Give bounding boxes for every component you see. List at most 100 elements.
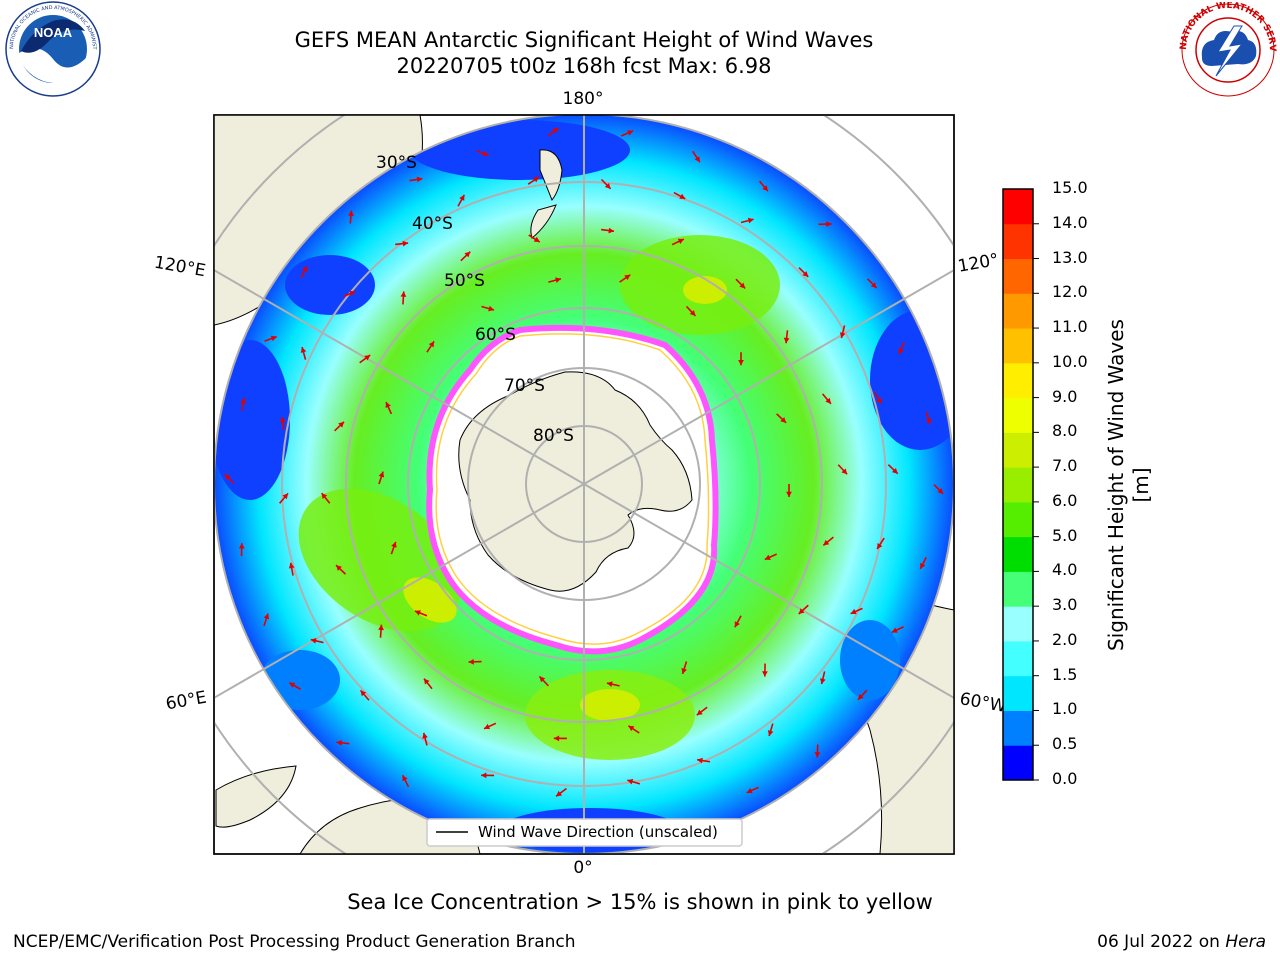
wind-wave-arrowhead: [378, 624, 384, 631]
colorbar-tick-label: 15.0: [1052, 178, 1088, 197]
lat-label-50s: 50°S: [444, 271, 485, 291]
colorbar-frame: [1002, 188, 1034, 781]
wind-wave-arrowhead: [739, 282, 746, 289]
madagascar-land: [215, 765, 297, 828]
wind-wave-arrowhead: [694, 156, 700, 163]
lon-label-60e: 60°E: [164, 688, 208, 715]
sea-ice-edge-yellow: [435, 333, 710, 645]
colorbar-block: [1003, 467, 1033, 503]
wind-wave-arrowhead: [238, 543, 245, 549]
wind-wave-arrowhead: [402, 240, 409, 247]
wave-yellow-3: [683, 276, 727, 304]
noaa-logo: NOAA NATIONAL OCEANIC AND ATMOSPHERIC AD…: [3, 1, 101, 97]
wind-wave-arrowhead: [321, 493, 328, 500]
wind-wave-arrowhead: [696, 709, 703, 716]
wind-wave-arrowhead: [263, 613, 270, 620]
wind-wave-arrowhead: [464, 251, 471, 258]
lat-label-40s: 40°S: [412, 214, 453, 234]
wind-wave-arrowhead: [300, 347, 307, 353]
colorbar-block: [1003, 189, 1033, 225]
low-wave-zone-tasman: [285, 255, 375, 315]
colorbar-block: [1003, 328, 1033, 364]
wind-wave-arrowhead: [814, 752, 821, 758]
chart-subtitle: 20220705 t00z 168h fcst Max: 6.98: [396, 54, 772, 78]
wind-wave-arrowhead: [556, 790, 563, 797]
wind-wave-arrowhead: [786, 491, 792, 497]
colorbar-tick-label: 8.0: [1052, 421, 1078, 441]
colorbar-block: [1003, 223, 1033, 260]
wind-wave-arrowhead: [348, 210, 354, 217]
antarctica-land: [458, 371, 693, 592]
lon-label-0: 0°: [573, 858, 592, 878]
lon-label-120e: 120°E: [153, 253, 207, 282]
wind-wave-arrowhead: [747, 217, 754, 224]
wind-wave-arrowhead: [823, 539, 830, 546]
wind-wave-arrowhead: [391, 541, 397, 548]
wind-wave-arrowhead: [858, 693, 864, 700]
wind-wave-arrowhead: [820, 678, 826, 685]
wind-wave-arrowhead: [746, 788, 753, 794]
colorbar-block: [1003, 501, 1033, 538]
wind-wave-arrowhead: [423, 678, 430, 685]
colorbar-tick-label: 10.0: [1052, 351, 1088, 371]
colorbar-tick-label: 1.5: [1052, 664, 1078, 684]
credit-text: NCEP/EMC/Verification Post Processing Pr…: [13, 932, 576, 952]
colorbar-block: [1003, 606, 1033, 642]
colorbar-tick-label: 4.0: [1052, 560, 1078, 580]
colorbar-block: [1003, 710, 1033, 746]
wind-wave-arrowhead: [310, 638, 317, 644]
colorbar-tick-label: 1.0: [1052, 699, 1078, 719]
colorbar-tick-label: 6.0: [1052, 490, 1078, 510]
colorbar-block: [1003, 397, 1033, 433]
meridians: [214, 115, 954, 854]
wind-wave-arrowhead: [338, 421, 345, 428]
wind-wave-arrowhead: [336, 739, 343, 746]
generation-date: 06 Jul 2022 on Hera: [1097, 932, 1266, 952]
colorbar-block: [1003, 745, 1033, 781]
low-wave-zone-se: [840, 620, 900, 700]
lon-label-60w: 60°W: [958, 689, 1008, 717]
wind-wave-arrowhead: [282, 493, 289, 500]
lon-label-120w: 120°: [956, 250, 1000, 277]
wind-wave-arrowhead: [400, 291, 407, 297]
colorbar-block: [1003, 675, 1033, 711]
wind-wave-arrowhead: [378, 471, 385, 478]
colorbar-tick-label: 14.0: [1052, 212, 1088, 232]
wind-wave-arrowhead: [677, 238, 684, 244]
colorbar-tick-label: 0.0: [1052, 769, 1078, 788]
wind-wave-arrowhead: [482, 150, 489, 157]
wind-wave-arrowhead: [802, 271, 809, 277]
wind-wave-arrowhead: [288, 562, 295, 569]
wind-wave-arrowhead: [414, 610, 421, 616]
wind-wave-arrowhead: [764, 554, 771, 560]
wind-wave-arrowhead: [552, 128, 559, 134]
wind-wave-arrowhead: [762, 185, 768, 192]
colorbar-block: [1003, 362, 1033, 399]
colorbar-tick-label: 3.0: [1052, 595, 1078, 615]
wind-wave-arrowhead: [422, 732, 428, 739]
wind-wave-arrowhead: [767, 730, 774, 737]
wind-wave-arrowhead: [841, 468, 848, 475]
wind-wave-arrowhead: [488, 305, 495, 312]
colorbar-block: [1003, 293, 1033, 329]
chart-title: GEFS MEAN Antarctic Significant Height o…: [294, 28, 874, 52]
wind-wave-arrowhead: [825, 397, 831, 404]
colorbar-tick-label: 12.0: [1052, 282, 1088, 302]
colorbar-tick-label: 13.0: [1052, 247, 1088, 267]
wind-wave-arrowhead: [681, 668, 687, 674]
wind-wave-arrowhead: [937, 488, 944, 494]
wind-wave-arrowhead: [628, 725, 635, 732]
colorbar-tick-label: 0.5: [1052, 734, 1078, 754]
wind-wave-arrowhead: [289, 682, 296, 688]
colorbar-tick-label: 5.0: [1052, 525, 1078, 545]
wind-wave-arrowhead: [891, 627, 898, 633]
wind-wave-arrowhead: [459, 194, 465, 201]
lat-label-70s: 70°S: [504, 376, 545, 396]
wind-wave-arrowhead: [539, 676, 546, 683]
wind-wave-arrowhead: [279, 417, 286, 423]
wind-wave-arrowhead: [697, 757, 703, 764]
nws-logo: NATIONAL WEATHER SERVICE: [1178, 2, 1277, 97]
wind-wave-arrowhead: [762, 671, 768, 677]
colorbar-tick-label: 7.0: [1052, 456, 1078, 476]
wind-wave-arrowhead: [606, 681, 613, 687]
